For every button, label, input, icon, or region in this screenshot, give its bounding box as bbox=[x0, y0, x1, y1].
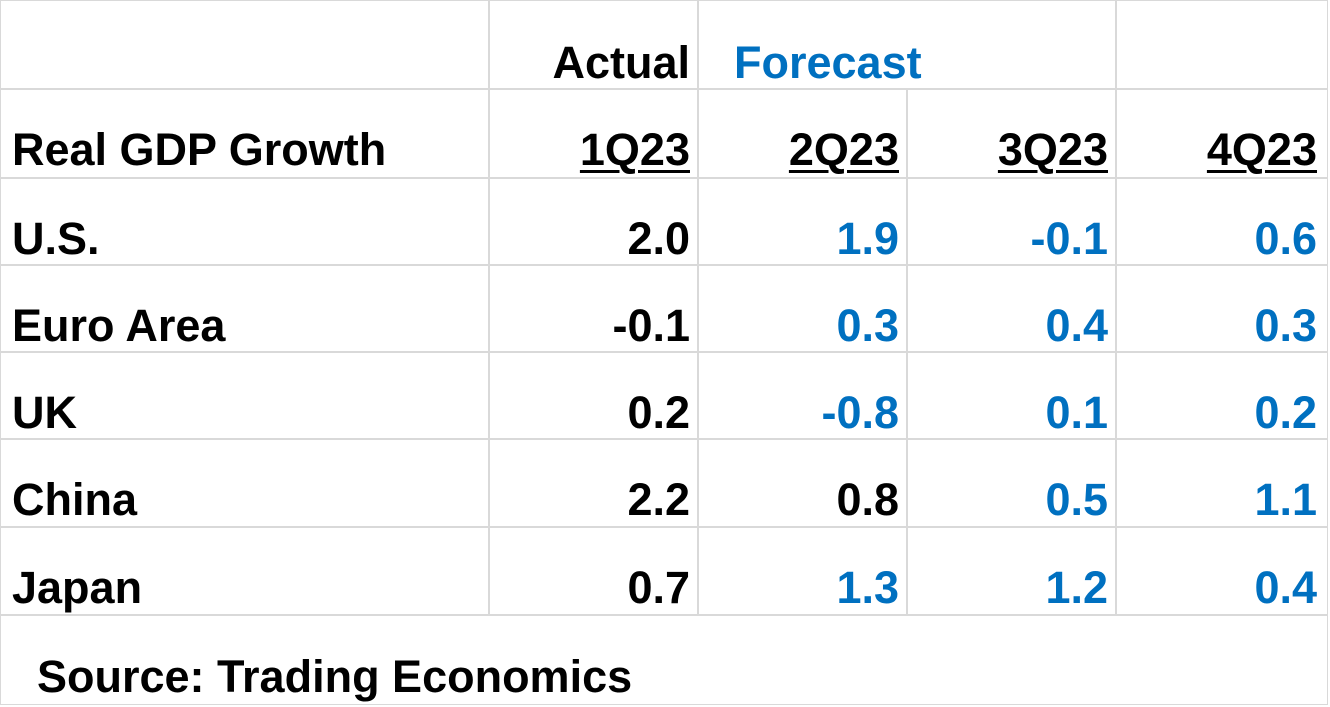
row-label: China bbox=[12, 474, 138, 525]
table-cell: 0.2 bbox=[1254, 387, 1317, 438]
grid-line-h bbox=[0, 177, 1328, 179]
grid-line-h bbox=[0, 264, 1328, 266]
table-cell: 0.3 bbox=[1254, 300, 1317, 351]
grid-line-h bbox=[0, 438, 1328, 440]
table-cell: 0.8 bbox=[836, 474, 899, 525]
table-cell: -0.8 bbox=[821, 387, 899, 438]
grid-line-h bbox=[0, 614, 1328, 616]
table-cell: 0.4 bbox=[1045, 300, 1108, 351]
grid-line-v bbox=[697, 0, 699, 616]
column-header: 3Q23 bbox=[997, 124, 1108, 175]
grid-line-v bbox=[1115, 0, 1117, 616]
table-cell: 2.2 bbox=[627, 474, 690, 525]
column-header: 1Q23 bbox=[579, 124, 690, 175]
grid-line-v bbox=[488, 0, 490, 616]
column-header: 2Q23 bbox=[788, 124, 899, 175]
table-cell: 0.5 bbox=[1045, 474, 1108, 525]
table-cell: 1.3 bbox=[836, 562, 899, 613]
source-note: Source: Trading Economics bbox=[37, 651, 633, 702]
table-cell: 2.0 bbox=[627, 213, 690, 264]
row-header-label: Real GDP Growth bbox=[12, 124, 387, 175]
table-cell: 0.6 bbox=[1254, 213, 1317, 264]
table-cell: 0.3 bbox=[836, 300, 899, 351]
grid-line-v bbox=[906, 88, 908, 616]
forecast-header: Forecast bbox=[734, 37, 922, 88]
column-header: 4Q23 bbox=[1206, 124, 1317, 175]
table-cell: 1.1 bbox=[1254, 474, 1317, 525]
row-label: U.S. bbox=[12, 213, 100, 264]
actual-header: Actual bbox=[552, 37, 690, 88]
table-cell: -0.1 bbox=[612, 300, 690, 351]
grid-line-h bbox=[0, 88, 1328, 90]
table-cell: 1.9 bbox=[836, 213, 899, 264]
table-cell: 0.4 bbox=[1254, 562, 1317, 613]
table-cell: 0.7 bbox=[627, 562, 690, 613]
table-cell: 0.1 bbox=[1045, 387, 1108, 438]
table-cell: 0.2 bbox=[627, 387, 690, 438]
grid-line-h bbox=[0, 351, 1328, 353]
table-cell: 1.2 bbox=[1045, 562, 1108, 613]
table-cell: -0.1 bbox=[1030, 213, 1108, 264]
row-label: Euro Area bbox=[12, 300, 226, 351]
row-label: UK bbox=[12, 387, 77, 438]
grid-line-h bbox=[0, 526, 1328, 528]
row-label: Japan bbox=[12, 562, 143, 613]
